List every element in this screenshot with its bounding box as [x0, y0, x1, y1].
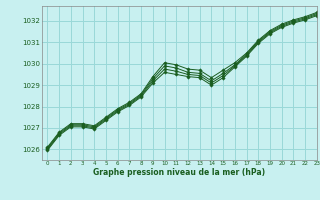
X-axis label: Graphe pression niveau de la mer (hPa): Graphe pression niveau de la mer (hPa)	[93, 168, 265, 177]
